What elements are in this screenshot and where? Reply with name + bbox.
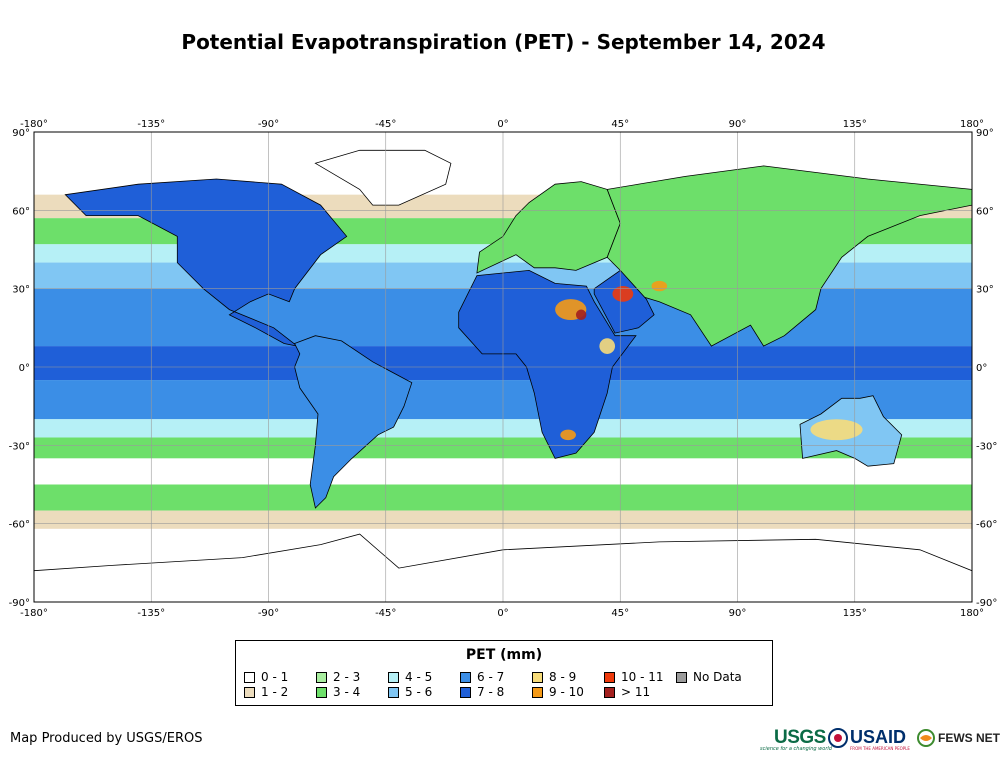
lon-tick-bottom: -180° xyxy=(20,608,48,619)
lon-tick-bottom: 45° xyxy=(611,608,629,619)
legend-label: > 11 xyxy=(621,685,651,699)
lon-tick-bottom: 90° xyxy=(729,608,747,619)
legend-item: 2 - 3 xyxy=(316,670,360,684)
credit-text: Map Produced by USGS/EROS xyxy=(10,731,203,746)
lon-tick-bottom: 180° xyxy=(960,608,984,619)
legend-label: 5 - 6 xyxy=(405,685,433,699)
lon-tick-bottom: 0° xyxy=(497,608,508,619)
usaid-tagline: FROM THE AMERICAN PEOPLE xyxy=(850,746,910,751)
lat-tick-right: -30° xyxy=(976,441,997,452)
map-title: Potential Evapotranspiration (PET) - Sep… xyxy=(181,30,826,54)
legend-swatch xyxy=(676,672,687,683)
lat-tick-left: 30° xyxy=(12,285,30,296)
legend-item: 8 - 9 xyxy=(532,670,576,684)
legend-item: > 11 xyxy=(604,685,650,699)
lon-tick-top: -135° xyxy=(137,119,165,130)
map-panel: -180° -180° -135° -135° -90° -90° -45° -45° 0° 0°… xyxy=(0,110,1007,625)
usaid-seal-icon xyxy=(828,728,848,748)
legend-swatch xyxy=(244,687,255,698)
fews-globe-icon xyxy=(917,729,935,747)
lon-tick-top: 90° xyxy=(729,119,747,130)
legend-label: 2 - 3 xyxy=(333,670,361,684)
legend-item: 5 - 6 xyxy=(388,685,432,699)
legend-item: 1 - 2 xyxy=(244,685,288,699)
legend-swatch xyxy=(460,687,471,698)
lon-tick-bottom: -90° xyxy=(258,608,279,619)
legend-swatch xyxy=(604,687,615,698)
north-america-landmass xyxy=(64,178,348,347)
legend-swatch xyxy=(532,687,543,698)
hotspot-arabia xyxy=(612,286,634,302)
arabia-landmass xyxy=(593,269,655,334)
usaid-logo: USAID xyxy=(850,727,907,747)
legend-label: 7 - 8 xyxy=(477,685,505,699)
lat-tick-left: -60° xyxy=(9,520,30,531)
legend-swatch xyxy=(244,672,255,683)
lat-tick-right: 90° xyxy=(976,128,994,139)
lon-tick-bottom: -45° xyxy=(375,608,396,619)
lon-tick-top: 135° xyxy=(843,119,867,130)
legend-label: 3 - 4 xyxy=(333,685,361,699)
legend-label: No Data xyxy=(693,670,742,684)
legend-swatch xyxy=(460,672,471,683)
map-frame xyxy=(33,131,973,603)
legend-label: 1 - 2 xyxy=(261,685,289,699)
lon-tick-bottom: -135° xyxy=(137,608,165,619)
hotspot-iran xyxy=(651,280,668,292)
legend-label: 6 - 7 xyxy=(477,670,505,684)
lat-tick-right: 30° xyxy=(976,285,994,296)
pet-map: -180° -180° -135° -135° -90° -90° -45° -45° 0° 0°… xyxy=(9,119,998,619)
lon-tick-top: 45° xyxy=(611,119,629,130)
legend-swatch xyxy=(316,672,327,683)
lon-tick-top: -180° xyxy=(20,119,48,130)
legend-item: 0 - 1 xyxy=(244,670,288,684)
legend-swatch xyxy=(604,672,615,683)
asia-landmass xyxy=(606,165,972,347)
legend-item: 9 - 10 xyxy=(532,685,584,699)
legend-item: 3 - 4 xyxy=(316,685,360,699)
legend-title: PET (mm) xyxy=(465,647,543,663)
lat-tick-left: 0° xyxy=(19,363,30,374)
lon-tick-top: 0° xyxy=(497,119,508,130)
legend-item: 4 - 5 xyxy=(388,670,432,684)
lat-tick-right: 0° xyxy=(976,363,987,374)
usgs-tagline: science for a changing world xyxy=(760,746,832,752)
lat-tick-right: 60° xyxy=(976,206,994,217)
hotspot-south-africa xyxy=(560,429,576,441)
lon-tick-top: -90° xyxy=(258,119,279,130)
hotspot-australia xyxy=(810,419,863,441)
lat-tick-right: -60° xyxy=(976,520,997,531)
legend-swatch xyxy=(316,687,327,698)
lat-tick-left: 90° xyxy=(12,128,30,139)
lat-tick-left: -90° xyxy=(9,598,30,609)
legend-item: 7 - 8 xyxy=(460,685,504,699)
lon-tick-top: -45° xyxy=(375,119,396,130)
legend-label: 0 - 1 xyxy=(261,670,289,684)
hotspot-sudan xyxy=(575,309,587,320)
legend-swatch xyxy=(388,672,399,683)
legend-swatch xyxy=(388,687,399,698)
lon-tick-bottom: 135° xyxy=(843,608,867,619)
lat-tick-left: 60° xyxy=(12,206,30,217)
legend-swatch xyxy=(532,672,543,683)
lon-tick-top: 180° xyxy=(960,119,984,130)
legend-label: 4 - 5 xyxy=(405,670,433,684)
fews-net-logo: FEWS NET xyxy=(938,731,1000,745)
hotspot-east-africa xyxy=(599,338,616,354)
legend-item: 10 - 11 xyxy=(604,670,664,684)
greenland-landmass xyxy=(314,149,452,206)
lat-tick-right: -90° xyxy=(976,598,997,609)
south-america-landmass xyxy=(294,335,413,509)
usgs-logo: USGS xyxy=(774,727,826,748)
lat-tick-left: -30° xyxy=(9,441,30,452)
legend-item: 6 - 7 xyxy=(460,670,504,684)
legend-item: No Data xyxy=(676,670,742,684)
legend-label: 8 - 9 xyxy=(549,670,577,684)
legend-label: 10 - 11 xyxy=(621,670,664,684)
agency-logos: USGS science for a changing world USAID … xyxy=(760,726,1000,754)
legend-label: 9 - 10 xyxy=(549,685,584,699)
